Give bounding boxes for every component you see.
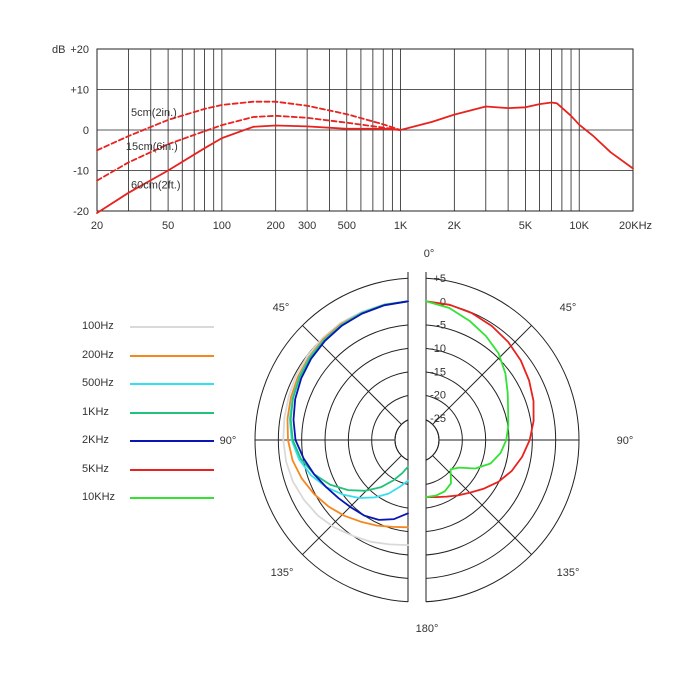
- y-tick-label: -10: [73, 166, 89, 178]
- legend-swatch: [130, 411, 214, 414]
- legend-label: 200Hz: [82, 348, 114, 361]
- legend-label: 10KHz: [82, 491, 116, 503]
- angle-label: 45°: [560, 302, 577, 314]
- x-tick-label: 10K: [569, 220, 589, 232]
- x-tick-label: 5K: [519, 220, 533, 232]
- curve-annotation: 5cm(2in.): [131, 107, 177, 119]
- series-line-0: [96, 101, 634, 214]
- polar-spoke: [302, 325, 402, 425]
- polar-curve-200hz: [286, 300, 409, 529]
- polar-spoke: [432, 455, 532, 555]
- x-tick-label: 20KHz: [619, 220, 652, 232]
- x-tick-label: 100: [213, 220, 231, 232]
- x-tick-label: 2K: [448, 220, 462, 232]
- legend-label: 100Hz: [82, 320, 114, 332]
- legend-item: 500Hz: [82, 373, 232, 402]
- frequency-response-chart: +20 +10 0 -10 -20 dB 20 50 100 200 300 500 1K 2K 5K 10K…: [52, 44, 652, 232]
- x-tick-label: 50: [162, 220, 174, 232]
- x-tick-label: 200: [266, 220, 284, 232]
- legend-item: 200Hz: [82, 345, 232, 374]
- legend-swatch: [130, 440, 214, 442]
- x-tick-label: 1K: [394, 220, 408, 232]
- polar-spoke: [302, 455, 402, 555]
- polar-curve-2khz: [292, 300, 409, 521]
- radial-tick-label: 0: [440, 296, 446, 308]
- polar-curve-100hz: [282, 300, 409, 546]
- x-tick-label: 20: [91, 220, 103, 232]
- y-tick-label: +20: [70, 44, 89, 56]
- curve-annotation: 15cm(6in.): [126, 141, 178, 153]
- angle-label: 180°: [416, 623, 439, 635]
- y-tick-label: 0: [83, 125, 89, 137]
- legend-swatch: [130, 497, 214, 499]
- radial-tick-label: -10: [430, 343, 446, 355]
- legend-swatch: [130, 383, 214, 385]
- x-tick-label: 300: [298, 220, 316, 232]
- y-tick-label: +10: [70, 85, 89, 97]
- polar-legend: 100Hz 200Hz 500Hz 1KHz 2KHz 5KHz 10KHz: [82, 316, 232, 516]
- series-line-2: [96, 100, 402, 152]
- legend-item: 10KHz: [82, 487, 232, 516]
- legend-label: 500Hz: [82, 377, 114, 389]
- polar-curve-1khz: [289, 300, 409, 492]
- radial-tick-label: -25: [430, 413, 446, 425]
- legend-swatch: [130, 354, 214, 357]
- angle-label: 45°: [273, 302, 290, 314]
- legend-item: 1KHz: [82, 402, 232, 431]
- y-tick-label: -20: [73, 206, 89, 218]
- legend-swatch: [130, 468, 214, 471]
- legend-label: 5KHz: [82, 462, 109, 475]
- legend-label: 1KHz: [82, 405, 109, 418]
- y-axis-label: dB: [52, 44, 65, 56]
- radial-tick-label: -5: [436, 320, 446, 332]
- legend-swatch: [130, 326, 214, 328]
- legend-item: 100Hz: [82, 316, 232, 345]
- series-line-1: [96, 114, 402, 182]
- angle-label: 135°: [271, 567, 294, 579]
- angle-label: 0°: [424, 248, 435, 260]
- center-gap: [408, 250, 426, 604]
- angle-label: 135°: [557, 567, 580, 579]
- legend-item: 2KHz: [82, 430, 232, 459]
- x-tick-label: 500: [338, 220, 356, 232]
- polar-spoke: [432, 325, 532, 425]
- radial-tick-label: -20: [430, 390, 446, 402]
- legend-label: 2KHz: [82, 434, 109, 446]
- polar-curve-10khz: [425, 300, 510, 498]
- polar-curve-5khz: [425, 300, 535, 498]
- plot-frame: [96, 48, 634, 212]
- angle-label: 90°: [617, 435, 634, 447]
- angle-label: 90°: [220, 435, 237, 447]
- legend-item: 5KHz: [82, 459, 232, 488]
- radial-tick-label: -15: [430, 366, 446, 378]
- curve-annotation: 60cm(2ft.): [131, 180, 181, 192]
- radial-tick-label: +5: [433, 273, 446, 285]
